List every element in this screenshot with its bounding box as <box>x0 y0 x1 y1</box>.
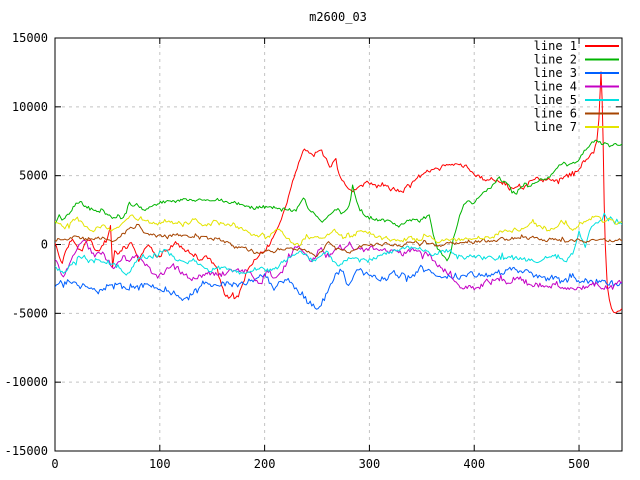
y-tick-label: 0 <box>41 238 48 252</box>
x-tick-label: 100 <box>149 457 171 471</box>
x-tick-label: 0 <box>51 457 58 471</box>
legend-label-2: line 2 <box>534 53 577 67</box>
y-tick-label: -5000 <box>12 306 48 320</box>
y-tick-label: 5000 <box>19 169 48 183</box>
series-line-1 <box>55 71 622 314</box>
legend-label-4: line 4 <box>534 80 577 94</box>
series-line-4 <box>55 239 622 291</box>
legend-label-7: line 7 <box>534 120 577 134</box>
x-tick-label: 500 <box>568 457 590 471</box>
series-line-7 <box>55 214 622 247</box>
x-tick-label: 200 <box>254 457 276 471</box>
y-tick-label: -15000 <box>5 444 48 458</box>
legend-label-5: line 5 <box>534 93 577 107</box>
series-line-5 <box>55 212 622 276</box>
series-line-3 <box>55 264 622 310</box>
legend-label-3: line 3 <box>534 66 577 80</box>
y-tick-label: 15000 <box>12 31 48 45</box>
series-line-6 <box>55 223 622 258</box>
legend-label-6: line 6 <box>534 107 577 121</box>
series-line-2 <box>55 139 622 262</box>
x-tick-label: 400 <box>463 457 485 471</box>
y-tick-label: -10000 <box>5 375 48 389</box>
legend-label-1: line 1 <box>534 39 577 53</box>
x-tick-label: 300 <box>359 457 381 471</box>
y-tick-label: 10000 <box>12 100 48 114</box>
